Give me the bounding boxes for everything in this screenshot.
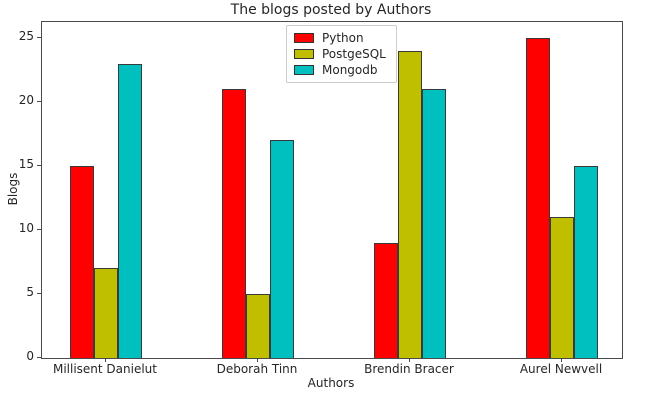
x-tick-label-aurel-newvell: Aurel Newvell: [519, 362, 603, 376]
bar-mongodb-deborah-tinn: [270, 140, 294, 358]
y-tick-label-25: 25: [18, 29, 34, 43]
y-tick-label-20: 20: [18, 93, 34, 107]
bar-postgesql-deborah-tinn: [246, 294, 270, 358]
y-tick-label-10: 10: [18, 221, 34, 235]
y-tick-mark: [37, 229, 41, 230]
x-axis-label: Authors: [307, 376, 355, 390]
y-tick-mark: [37, 165, 41, 166]
bar-mongodb-brendin-bracer: [422, 89, 446, 358]
bar-mongodb-aurel-newvell: [574, 166, 598, 358]
bar-python-millisent-danielut: [70, 166, 94, 358]
y-tick-label-15: 15: [18, 157, 34, 171]
legend-swatch-python: [294, 33, 314, 43]
y-axis-label: Blogs: [6, 172, 20, 206]
legend-label: Mongodb: [322, 63, 378, 77]
legend-label: Python: [322, 31, 364, 45]
y-tick-label-5: 5: [26, 285, 34, 299]
legend: Python PostgeSQL Mongodb: [286, 25, 397, 83]
bar-postgesql-millisent-danielut: [94, 268, 118, 358]
y-tick-mark: [37, 37, 41, 38]
bar-mongodb-millisent-danielut: [118, 64, 142, 358]
x-tick-label-brendin-bracer: Brendin Bracer: [364, 362, 454, 376]
legend-swatch-postgesql: [294, 49, 314, 59]
x-tick-label-millisent-danielut: Millisent Danielut: [52, 362, 157, 376]
x-tick-mark: [257, 358, 258, 362]
chart-title: The blogs posted by Authors: [230, 2, 432, 18]
y-tick-label-0: 0: [26, 349, 34, 363]
legend-item-mongodb: Mongodb: [294, 63, 386, 77]
bar-postgesql-brendin-bracer: [398, 51, 422, 358]
x-tick-label-deborah-tinn: Deborah Tinn: [216, 362, 298, 376]
y-tick-mark: [37, 293, 41, 294]
legend-item-postgesql: PostgeSQL: [294, 47, 386, 61]
bar-python-brendin-bracer: [374, 243, 398, 358]
x-tick-mark: [561, 358, 562, 362]
y-tick-mark: [37, 357, 41, 358]
x-tick-mark: [105, 358, 106, 362]
bar-postgesql-aurel-newvell: [550, 217, 574, 358]
bar-python-aurel-newvell: [526, 38, 550, 358]
legend-label: PostgeSQL: [322, 47, 386, 61]
legend-swatch-mongodb: [294, 65, 314, 75]
legend-item-python: Python: [294, 31, 386, 45]
y-tick-mark: [37, 101, 41, 102]
bar-python-deborah-tinn: [222, 89, 246, 358]
x-tick-mark: [409, 358, 410, 362]
